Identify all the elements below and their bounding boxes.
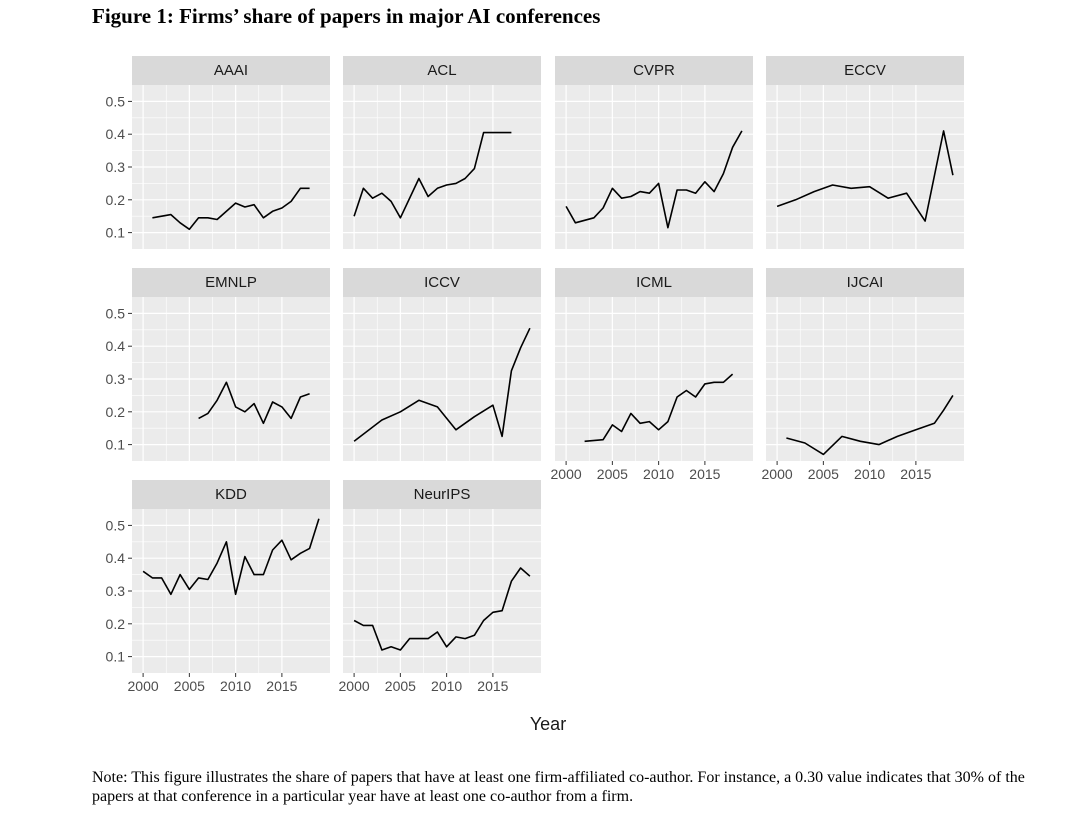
- strip-label: ACL: [427, 62, 456, 79]
- series-line-neurips: [353, 567, 531, 651]
- y-tick-label: 0.4: [106, 338, 126, 354]
- strip-cvpr: [555, 56, 753, 85]
- x-tick-label: 2010: [220, 678, 251, 694]
- y-tick-label: 0.3: [106, 159, 126, 175]
- x-tick-label: 2005: [808, 466, 839, 482]
- strip-icml: [555, 268, 753, 297]
- x-tick-label: 2010: [431, 678, 462, 694]
- x-tick-label: 2000: [339, 678, 370, 694]
- strip-iccv: [343, 268, 541, 297]
- y-tick-label: 0.2: [106, 404, 126, 420]
- x-tick-label: 2015: [477, 678, 508, 694]
- x-tick-label: 2000: [551, 466, 582, 482]
- series-line-iccv: [353, 327, 531, 442]
- series-line-cvpr: [565, 130, 743, 229]
- series-line-icml: [584, 373, 734, 443]
- series-line-aaai: [152, 187, 310, 231]
- strip-label: AAAI: [214, 62, 248, 79]
- y-tick-label: 0.4: [106, 126, 126, 142]
- series-line-eccv: [776, 130, 954, 222]
- x-tick-label: 2005: [385, 678, 416, 694]
- figure-title: Figure 1: Firms’ share of papers in majo…: [92, 4, 601, 28]
- y-tick-label: 0.5: [106, 517, 126, 533]
- y-tick-label: 0.5: [106, 305, 126, 321]
- strip-label: KDD: [215, 486, 247, 503]
- strip-kdd: [132, 480, 330, 509]
- y-tick-label: 0.3: [106, 583, 126, 599]
- x-tick-label: 2015: [266, 678, 297, 694]
- strip-label: ECCV: [844, 62, 886, 79]
- strip-label: CVPR: [633, 62, 675, 79]
- y-tick-label: 0.3: [106, 371, 126, 387]
- strip-ijcai: [766, 268, 964, 297]
- x-tick-label: 2000: [128, 678, 159, 694]
- x-tick-label: 2005: [174, 678, 205, 694]
- strip-neurips: [343, 480, 541, 509]
- y-tick-label: 0.5: [106, 93, 126, 109]
- strip-label: NeurIPS: [414, 486, 471, 503]
- y-tick-label: 0.1: [106, 437, 126, 453]
- strip-label: EMNLP: [205, 274, 257, 291]
- strip-eccv: [766, 56, 964, 85]
- strip-emnlp: [132, 268, 330, 297]
- x-tick-label: 2015: [900, 466, 931, 482]
- series-line-ijcai: [786, 394, 954, 456]
- strip-label: ICCV: [424, 274, 460, 291]
- strip-aaai: [132, 56, 330, 85]
- figure-note: Note: This figure illustrates the share …: [92, 769, 1025, 805]
- y-tick-label: 0.2: [106, 616, 126, 632]
- series-line-emnlp: [198, 381, 310, 425]
- x-tick-label: 2005: [597, 466, 628, 482]
- y-tick-label: 0.1: [106, 225, 126, 241]
- x-axis-title: Year: [530, 714, 566, 734]
- strip-label: IJCAI: [847, 274, 884, 291]
- strip-label: ICML: [636, 274, 672, 291]
- x-tick-label: 2010: [643, 466, 674, 482]
- series-line-acl: [353, 131, 512, 219]
- x-tick-label: 2010: [854, 466, 885, 482]
- y-tick-label: 0.1: [106, 649, 126, 665]
- faceted-line-chart: AAAI 0.1 0.2 0.3 0.4 0.5 ACL CVPR ECCV EMNLP 0.1 0.…: [106, 56, 964, 734]
- series-line-kdd: [142, 518, 320, 596]
- y-tick-label: 0.4: [106, 550, 126, 566]
- x-tick-label: 2015: [689, 466, 720, 482]
- strip-acl: [343, 56, 541, 85]
- y-tick-label: 0.2: [106, 192, 126, 208]
- x-tick-label: 2000: [762, 466, 793, 482]
